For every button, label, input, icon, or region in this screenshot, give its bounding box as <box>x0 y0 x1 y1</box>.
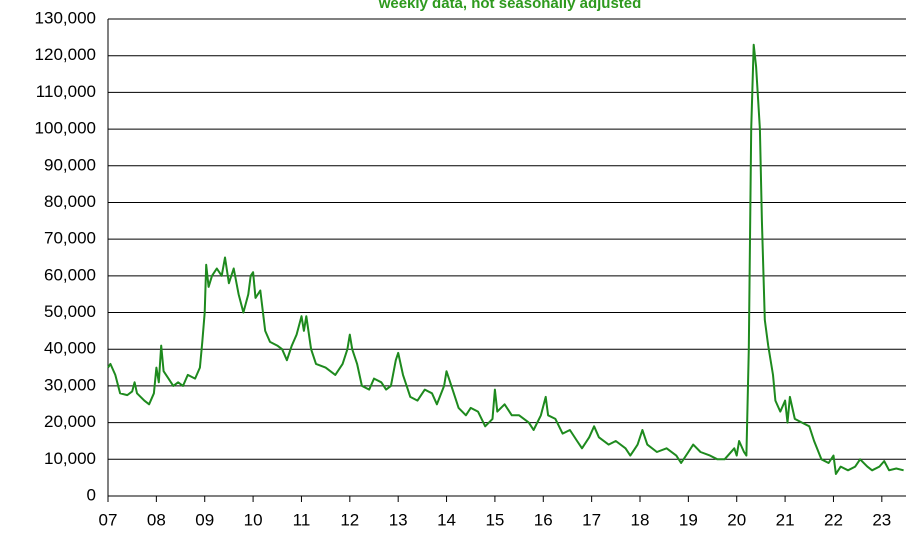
x-tick-label: 18 <box>631 510 650 529</box>
y-tick-label: 70,000 <box>44 229 96 248</box>
line-series <box>107 43 904 475</box>
y-tick-label: 80,000 <box>44 192 96 211</box>
y-tick-label: 20,000 <box>44 412 96 431</box>
x-tick-label: 15 <box>485 510 504 529</box>
x-tick-label: 22 <box>824 510 843 529</box>
y-tick-label: 100,000 <box>35 119 96 138</box>
y-tick-label: 0 <box>87 485 96 504</box>
x-tick-label: 09 <box>195 510 214 529</box>
y-tick-label: 10,000 <box>44 449 96 468</box>
x-tick-label: 23 <box>872 510 891 529</box>
x-tick-label: 14 <box>437 510 456 529</box>
y-tick-label: 30,000 <box>44 375 96 394</box>
x-tick-label: 20 <box>727 510 746 529</box>
x-tick-label: 19 <box>679 510 698 529</box>
y-tick-label: 110,000 <box>36 82 96 101</box>
x-tick-label: 21 <box>776 510 795 529</box>
x-tick-label: 16 <box>534 510 553 529</box>
y-tick-label: 40,000 <box>44 339 96 358</box>
y-tick-label: 60,000 <box>44 265 96 284</box>
y-tick-label: 130,000 <box>35 8 96 27</box>
chart-subtitle: weekly data, not seasonally adjusted <box>378 0 642 12</box>
y-tick-label: 50,000 <box>44 302 96 321</box>
y-tick-label: 90,000 <box>44 155 96 174</box>
x-tick-label: 07 <box>99 510 118 529</box>
x-tick-label: 08 <box>147 510 166 529</box>
x-tick-label: 12 <box>340 510 359 529</box>
x-tick-label: 11 <box>293 510 311 529</box>
y-tick-label: 120,000 <box>35 45 96 64</box>
x-tick-label: 10 <box>244 510 263 529</box>
x-tick-label: 17 <box>582 510 601 529</box>
x-tick-label: 13 <box>389 510 408 529</box>
